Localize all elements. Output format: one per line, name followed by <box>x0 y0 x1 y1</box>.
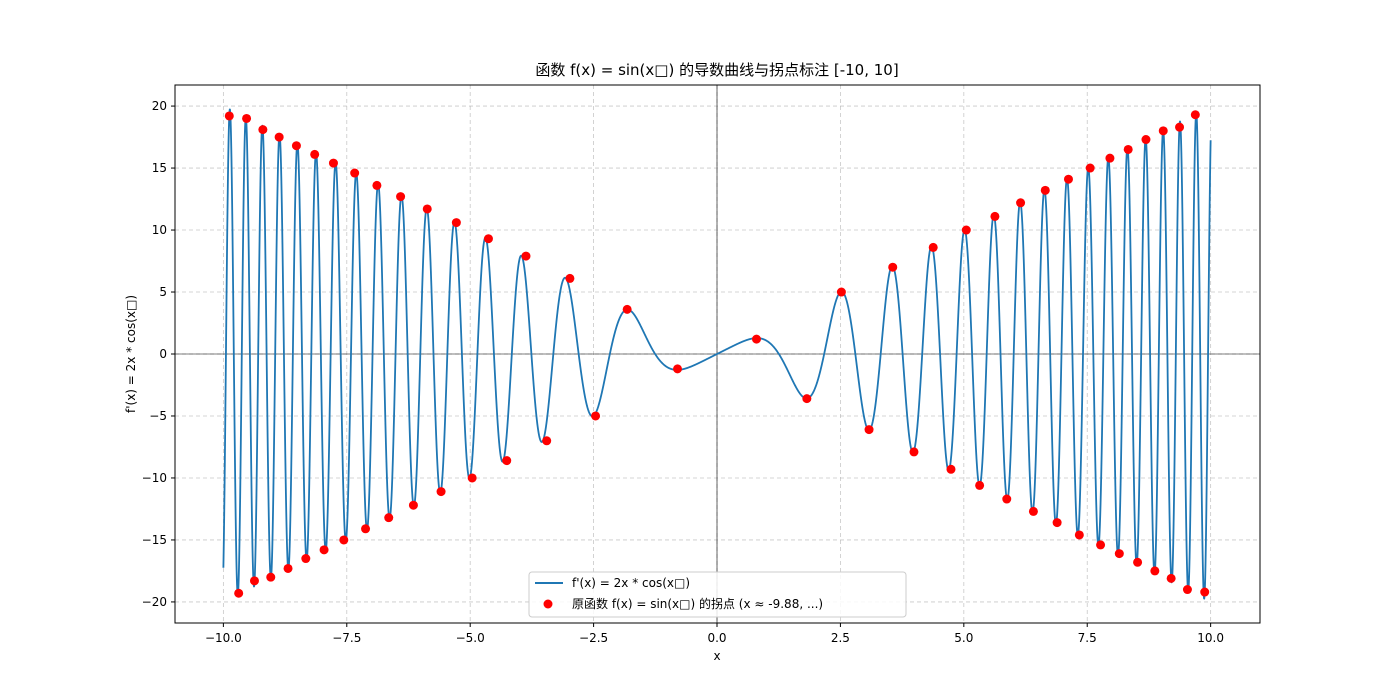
derivative-line <box>222 108 1212 600</box>
inflection-point <box>1052 518 1062 528</box>
inflection-point <box>242 113 252 123</box>
legend-line-label: f'(x) = 2x * cos(x□) <box>572 576 690 590</box>
inflection-point <box>1123 144 1133 154</box>
inflection-point <box>301 554 311 564</box>
inflection-point <box>436 487 446 497</box>
inflection-point <box>591 411 601 421</box>
inflection-point <box>622 304 632 314</box>
inflection-point <box>565 273 575 283</box>
inflection-point <box>1150 566 1160 576</box>
inflection-point <box>234 588 244 598</box>
legend-dot-swatch <box>543 599 553 609</box>
inflection-point <box>422 204 432 214</box>
inflection-point <box>1028 506 1038 516</box>
inflection-point <box>310 149 320 159</box>
inflection-point <box>502 456 512 466</box>
x-tick-label: −5.0 <box>456 631 485 645</box>
x-axis: −10.0 −7.5 −5.0 −2.5 0.0 2.5 5.0 7.5 10.0 <box>205 623 1224 645</box>
inflection-point <box>1158 126 1168 136</box>
inflection-point <box>673 364 683 374</box>
inflection-point <box>1074 530 1084 540</box>
inflection-point <box>372 180 382 190</box>
inflection-point <box>836 287 846 297</box>
x-tick-label: 0.0 <box>707 631 726 645</box>
inflection-point <box>1063 174 1073 184</box>
y-axis: 20 15 10 5 0 −5 −10 −15 −20 <box>142 99 175 609</box>
legend: f'(x) = 2x * cos(x□) 原函数 f(x) = sin(x□) … <box>528 571 907 618</box>
inflection-point <box>483 234 493 244</box>
y-tick-label: −20 <box>142 595 167 609</box>
y-tick-label: −10 <box>142 471 167 485</box>
inflection-point <box>319 545 329 555</box>
y-tick-label: −15 <box>142 533 167 547</box>
x-tick-label: −7.5 <box>332 631 361 645</box>
inflection-point <box>928 242 938 252</box>
x-tick-label: −2.5 <box>579 631 608 645</box>
inflection-point <box>1114 549 1124 559</box>
inflection-point <box>1085 163 1095 173</box>
inflection-point <box>266 572 276 582</box>
inflection-point <box>361 524 371 534</box>
inflection-point <box>1200 587 1210 597</box>
inflection-point <box>975 480 985 490</box>
legend-box <box>528 571 907 618</box>
inflection-point <box>350 168 360 178</box>
inflection-point <box>1175 122 1185 132</box>
y-tick-label: 20 <box>152 99 167 113</box>
inflection-point <box>1040 185 1050 195</box>
inflection-point <box>888 262 898 272</box>
x-tick-label: 2.5 <box>831 631 850 645</box>
inflection-point <box>946 464 956 474</box>
inflection-point <box>408 500 418 510</box>
inflection-point <box>328 158 338 168</box>
inflection-point <box>802 394 812 404</box>
inflection-point <box>451 218 461 228</box>
inflection-point <box>1096 540 1106 550</box>
inflection-point <box>1190 110 1200 120</box>
x-tick-label: 7.5 <box>1078 631 1097 645</box>
y-tick-label: 5 <box>159 285 167 299</box>
inflection-point <box>1133 557 1143 567</box>
inflection-point <box>909 447 919 457</box>
legend-dot-label: 原函数 f(x) = sin(x□) 的拐点 (x ≈ -9.88, ...) <box>572 596 823 611</box>
chart-title: 函数 f(x) = sin(x□) 的导数曲线与拐点标注 [-10, 10] <box>535 61 898 79</box>
inflection-point <box>396 192 406 202</box>
y-tick-label: 10 <box>152 223 167 237</box>
inflection-point <box>274 132 284 142</box>
x-axis-label: x <box>713 649 720 663</box>
inflection-point <box>521 251 531 261</box>
inflection-point <box>1105 153 1115 163</box>
inflection-point <box>864 425 874 435</box>
x-tick-label: 10.0 <box>1197 631 1224 645</box>
series-layer <box>222 108 1212 600</box>
inflection-point <box>249 576 259 586</box>
inflection-point <box>751 334 761 344</box>
y-axis-label: f'(x) = 2x * cos(x□) <box>124 295 138 413</box>
y-tick-label: −5 <box>149 409 167 423</box>
plot-area <box>174 84 1261 624</box>
inflection-point <box>384 513 394 523</box>
inflection-point <box>1182 585 1192 595</box>
inflection-point <box>258 125 268 135</box>
inflection-point <box>467 473 477 483</box>
inflection-point <box>291 141 301 151</box>
inflection-point <box>542 436 552 446</box>
inflection-point <box>961 225 971 235</box>
inflection-point <box>1002 494 1012 504</box>
inflection-point <box>990 211 1000 221</box>
inflection-point <box>1016 198 1026 208</box>
y-tick-label: 0 <box>159 347 167 361</box>
inflection-point <box>283 563 293 573</box>
inflection-point <box>339 535 349 545</box>
inflection-point <box>224 111 234 121</box>
inflection-point <box>1141 135 1151 145</box>
x-tick-label: −10.0 <box>205 631 242 645</box>
inflection-point <box>1166 573 1176 583</box>
y-tick-label: 15 <box>152 161 167 175</box>
x-tick-label: 5.0 <box>954 631 973 645</box>
